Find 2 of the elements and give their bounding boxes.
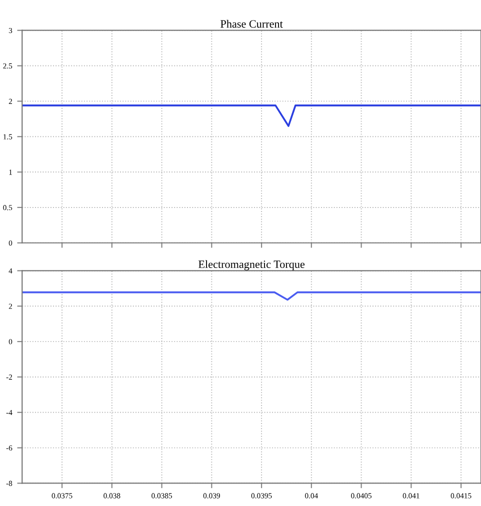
- chart-title: Electromagnetic Torque: [198, 260, 305, 270]
- chart-title: Phase Current: [220, 20, 283, 28]
